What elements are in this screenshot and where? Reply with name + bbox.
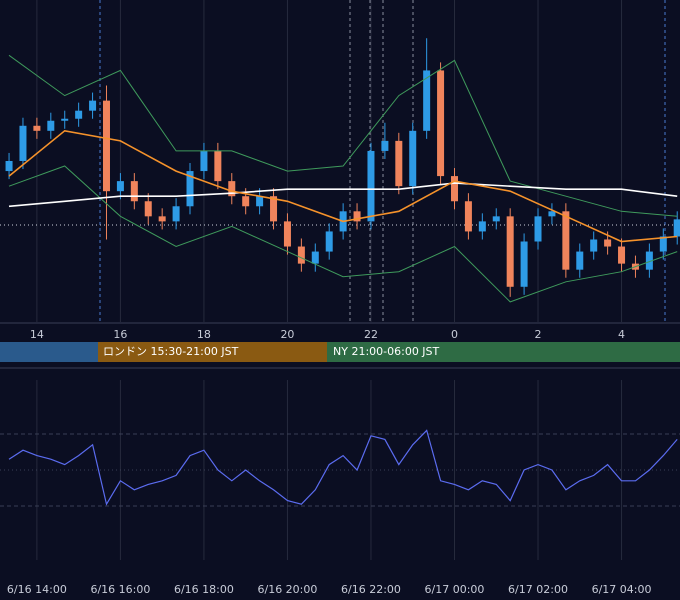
candle-body — [186, 171, 194, 207]
candle-body — [311, 251, 319, 264]
candle-body — [200, 150, 208, 172]
session-bar — [0, 342, 98, 362]
candle-body — [395, 140, 403, 187]
candle-body — [5, 161, 13, 172]
candle-body — [353, 211, 361, 222]
candle-body — [47, 120, 55, 131]
candle-body — [506, 216, 514, 287]
candle-body — [381, 140, 389, 151]
candle-body — [492, 216, 500, 222]
x-tick-label: 6/16 16:00 — [90, 583, 150, 596]
candle-body — [673, 219, 680, 237]
indicator-line — [8, 165, 678, 303]
candle-body — [256, 196, 264, 207]
x-tick-label: 6/16 18:00 — [174, 583, 234, 596]
candle-body — [548, 211, 556, 217]
candle-body — [172, 206, 180, 222]
indicator-line — [8, 182, 678, 208]
candle-body — [604, 239, 612, 247]
candle-body — [283, 221, 291, 247]
candle-body — [242, 196, 250, 207]
x-tick-label: 22 — [364, 328, 378, 341]
indicator-line — [8, 54, 678, 217]
x-tick-label: 6/16 20:00 — [257, 583, 317, 596]
candle-body — [89, 100, 97, 111]
candle-body — [158, 216, 166, 222]
candle-body — [534, 216, 542, 242]
candle-body — [520, 241, 528, 287]
x-tick-label: 6/17 02:00 — [508, 583, 568, 596]
candle-body — [618, 246, 626, 264]
x-tick-label: 18 — [197, 328, 211, 341]
candle-body — [464, 201, 472, 232]
candle-body — [75, 110, 83, 119]
candle-body — [214, 150, 222, 182]
candle-body — [367, 150, 375, 222]
candle-body — [478, 221, 486, 232]
x-tick-label: 20 — [280, 328, 294, 341]
session-label: NY 21:00-06:00 JST — [333, 345, 440, 358]
oscillator-line — [8, 429, 678, 506]
candle-body — [562, 211, 570, 270]
candle-body — [325, 231, 333, 252]
candle-body — [116, 181, 124, 192]
candle-body — [130, 181, 138, 202]
candle-body — [144, 201, 152, 217]
x-tick-label: 2 — [535, 328, 542, 341]
x-tick-label: 6/16 14:00 — [7, 583, 67, 596]
x-tick-label: 6/17 00:00 — [425, 583, 485, 596]
session-bar — [327, 342, 680, 362]
candle-body — [437, 70, 445, 177]
session-bar — [98, 342, 327, 362]
candle-body — [645, 251, 653, 270]
candle-body — [576, 251, 584, 270]
candle-body — [659, 236, 667, 252]
candle-body — [102, 100, 110, 192]
candle-body — [61, 118, 69, 121]
x-tick-label: 6/17 04:00 — [592, 583, 652, 596]
candle-body — [270, 196, 278, 222]
candle-body — [450, 176, 458, 202]
indicator-line — [8, 129, 678, 243]
candle-body — [409, 130, 417, 187]
candle-body — [228, 181, 236, 197]
candle-body — [33, 125, 41, 131]
x-tick-label: 4 — [618, 328, 625, 341]
x-tick-label: 16 — [113, 328, 127, 341]
candle-body — [423, 70, 431, 131]
candle-body — [19, 125, 27, 161]
x-tick-label: 0 — [451, 328, 458, 341]
session-label: ロンドン 15:30-21:00 JST — [103, 345, 239, 358]
candle-body — [297, 246, 305, 264]
candle-body — [590, 239, 598, 252]
x-tick-label: 14 — [30, 328, 44, 341]
x-tick-label: 6/16 22:00 — [341, 583, 401, 596]
